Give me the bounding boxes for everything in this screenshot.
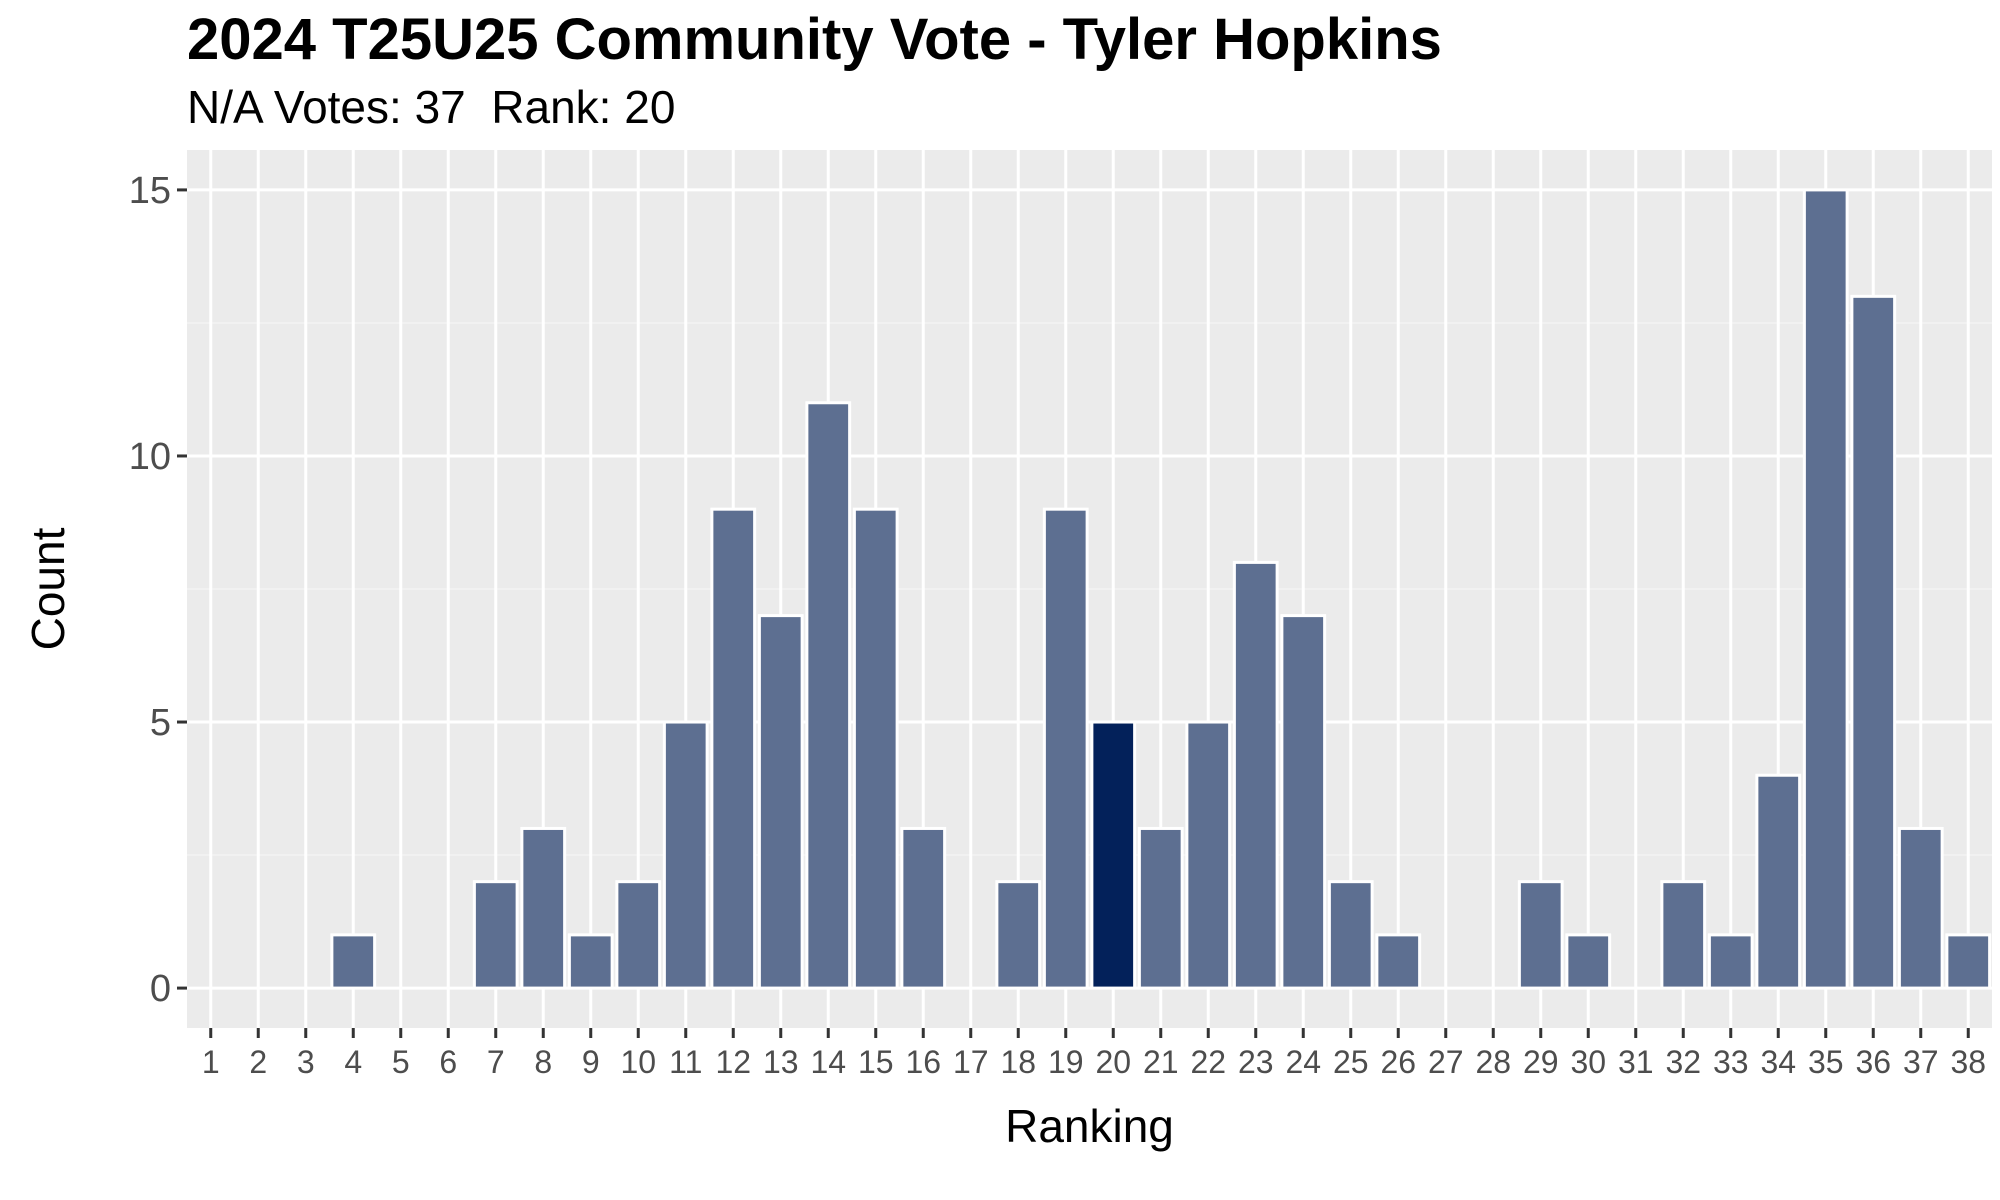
x-tick-label: 8: [534, 1044, 552, 1080]
x-tick-label: 16: [905, 1044, 941, 1080]
x-tick-label: 6: [439, 1044, 457, 1080]
x-tick-label: 19: [1048, 1044, 1084, 1080]
y-axis: 0 5 10 15: [129, 170, 187, 1010]
x-tick-label: 14: [810, 1044, 846, 1080]
bar-12: [710, 507, 757, 990]
bar-10: [615, 880, 662, 990]
bar-32: [1660, 880, 1707, 990]
x-tick-label: 33: [1713, 1044, 1749, 1080]
bar-25: [1327, 880, 1374, 990]
bar-15: [852, 507, 899, 990]
x-tick-label: 5: [392, 1044, 410, 1080]
x-tick-label: 10: [620, 1044, 656, 1080]
bar-37: [1897, 826, 1944, 990]
x-tick-label: 29: [1523, 1044, 1559, 1080]
x-tick-label: 17: [953, 1044, 989, 1080]
x-tick-label: 32: [1665, 1044, 1701, 1080]
y-tick-label: 15: [129, 170, 171, 212]
x-tick-label: 36: [1855, 1044, 1891, 1080]
bar-24: [1280, 614, 1327, 990]
x-tick-label: 21: [1143, 1044, 1179, 1080]
bar-21: [1137, 826, 1184, 990]
x-tick-label: 1: [202, 1044, 220, 1080]
chart-title: 2024 T25U25 Community Vote - Tyler Hopki…: [187, 7, 1442, 72]
x-tick-label: 22: [1190, 1044, 1226, 1080]
bar-11: [662, 720, 709, 990]
bar-16: [900, 826, 947, 990]
bar-7: [472, 880, 519, 990]
bar-33: [1707, 933, 1754, 990]
bar-36: [1850, 294, 1897, 990]
bar-34: [1755, 773, 1802, 990]
chart-subtitle: N/A Votes: 37 Rank: 20: [187, 81, 676, 133]
x-tick-label: 27: [1428, 1044, 1464, 1080]
x-tick-label: 18: [1000, 1044, 1036, 1080]
bar-13: [757, 614, 804, 990]
x-tick-label: 9: [582, 1044, 600, 1080]
y-tick-label: 5: [150, 702, 171, 744]
x-tick-label: 31: [1618, 1044, 1654, 1080]
bar-19: [1042, 507, 1089, 990]
x-tick-label: 4: [344, 1044, 362, 1080]
x-tick-label: 37: [1903, 1044, 1939, 1080]
x-tick-label: 12: [715, 1044, 751, 1080]
y-tick-label: 10: [129, 436, 171, 478]
x-tick-label: 26: [1380, 1044, 1416, 1080]
y-axis-label: Count: [22, 527, 74, 650]
y-tick-label: 0: [150, 968, 171, 1010]
x-tick-label: 38: [1950, 1044, 1986, 1080]
bar-4: [330, 933, 377, 990]
bar-14: [805, 401, 852, 990]
bar-26: [1375, 933, 1422, 990]
x-tick-label: 13: [763, 1044, 799, 1080]
x-tick-label: 15: [858, 1044, 894, 1080]
x-tick-label: 25: [1333, 1044, 1369, 1080]
bar-22: [1185, 720, 1232, 990]
x-tick-label: 35: [1808, 1044, 1844, 1080]
x-tick-label: 11: [669, 1044, 702, 1080]
bar-38: [1945, 933, 1992, 990]
x-tick-label: 30: [1570, 1044, 1606, 1080]
bar-23: [1232, 560, 1279, 990]
x-tick-label: 23: [1238, 1044, 1274, 1080]
bar-35: [1802, 188, 1849, 990]
x-tick-label: 28: [1475, 1044, 1511, 1080]
x-tick-label: 24: [1285, 1044, 1321, 1080]
bars: [330, 188, 1992, 990]
x-tick-label: 7: [487, 1044, 505, 1080]
bar-highlight-20: [1090, 720, 1137, 990]
x-tick-label: 20: [1095, 1044, 1131, 1080]
bar-8: [520, 826, 567, 990]
bar-9: [567, 933, 614, 990]
x-axis-label: Ranking: [1005, 1100, 1174, 1152]
x-tick-label: 34: [1760, 1044, 1796, 1080]
bar-30: [1565, 933, 1612, 990]
x-axis: 1 2 3 4 5 6 7 8 9 10 11 12 13 14 15 16 17 18 19 20 21 22 23 24 2…: [202, 1028, 1986, 1080]
bar-29: [1517, 880, 1564, 990]
bar-18: [995, 880, 1042, 990]
x-tick-label: 2: [249, 1044, 267, 1080]
x-tick-label: 3: [297, 1044, 315, 1080]
